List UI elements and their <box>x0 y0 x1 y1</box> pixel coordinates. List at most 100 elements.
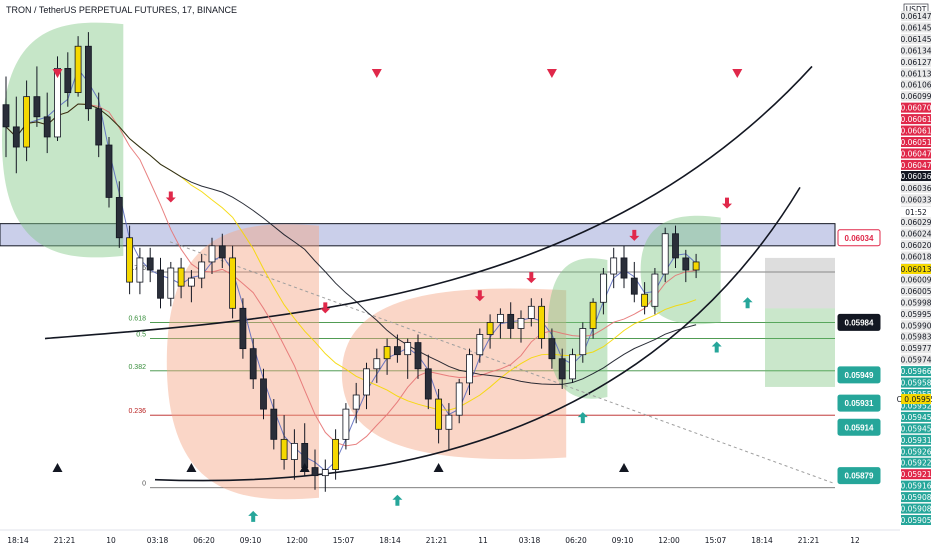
y-tick-bg <box>901 137 931 147</box>
cloud-segment <box>640 215 721 325</box>
y-tick-label: 0.06009 <box>900 275 931 284</box>
y-tick-bg <box>901 377 931 388</box>
signal-markers <box>52 69 753 522</box>
chart-title: TRON / TetherUS PERPETUAL FUTURES, 17, B… <box>6 5 238 15</box>
y-tick-bg <box>901 125 931 136</box>
bottom-triangle-marker <box>52 463 63 472</box>
candle-body <box>321 469 329 477</box>
sell-arrow <box>629 229 640 241</box>
y-tick-bg <box>901 11 931 21</box>
sell-arrow <box>320 302 331 314</box>
candle-body <box>517 317 525 329</box>
candle-body <box>672 233 679 259</box>
candle-body <box>146 257 154 271</box>
candle-body <box>600 273 607 303</box>
cloud-segment <box>166 224 319 500</box>
x-tick-label: 11 <box>478 536 488 545</box>
top-triangle-marker <box>546 69 557 78</box>
y-tick-label: 0.06047 <box>900 161 931 170</box>
y-tick-bg <box>901 274 931 285</box>
candles <box>2 32 700 492</box>
candle-body <box>157 269 164 299</box>
time-axis[interactable]: 18:14 21:21 10 03:18 06:20 09:10 12:00 15:07 18:… <box>0 529 900 545</box>
y-tick-label: 0.06029 <box>900 218 931 227</box>
y-tick-bg <box>901 343 931 354</box>
fib-label: 0 <box>142 481 146 488</box>
y-tick-label: 0.06047 <box>900 149 931 158</box>
candle-body <box>435 398 443 430</box>
buy-arrow <box>248 510 259 522</box>
candle-body <box>589 301 597 329</box>
y-tick-label: 0.05952 <box>900 401 931 410</box>
y-tick-label: 0.05995 <box>900 310 931 319</box>
y-tick-label: 0.05990 <box>900 321 931 330</box>
y-tick-label: 0.06134 <box>900 46 931 55</box>
moving-average-line <box>5 103 697 385</box>
bottom-triangle-marker <box>299 463 310 472</box>
candle-body <box>445 414 453 430</box>
fib-label: 0.382 <box>128 364 146 371</box>
y-tick-bg <box>901 45 931 56</box>
x-tick-label: 12:00 <box>286 536 308 545</box>
y-tick-label: 0.05958 <box>900 379 931 388</box>
x-tick-label: 18:14 <box>7 536 29 545</box>
y-tick-label: 0.06106 <box>900 81 931 90</box>
y-tick-bg <box>901 515 931 525</box>
candle-body <box>208 245 216 263</box>
y-tick-bg <box>901 91 931 102</box>
candle-body <box>651 273 659 307</box>
x-tick-label: 12 <box>850 536 860 545</box>
dashed-trendline <box>169 241 836 485</box>
current-price-label: 01:52 <box>905 208 927 217</box>
sell-arrow <box>722 197 732 209</box>
y-tick-bg <box>901 182 931 193</box>
candle-body <box>126 237 133 283</box>
y-tick-label: 0.05966 <box>900 367 931 376</box>
x-tick-label: 09:10 <box>240 536 262 545</box>
x-tick-label: 21:21 <box>426 536 448 545</box>
candle-body <box>414 342 422 370</box>
y-tick-label: 0.06061 <box>900 127 931 136</box>
y-tick-label: 0.05922 <box>900 459 931 468</box>
sell-arrow <box>165 191 176 203</box>
y-tick-label: 0.06018 <box>900 253 931 262</box>
x-tick-label: 06:20 <box>565 536 587 545</box>
candle-body <box>455 382 463 416</box>
y-tick-bg <box>901 411 931 422</box>
y-tick-label: 0.06005 <box>900 287 931 296</box>
y-tick-label: 0.06036 <box>900 184 931 193</box>
candle-body <box>569 354 576 380</box>
y-tick-bg <box>901 194 931 205</box>
projection-box-target <box>765 308 835 387</box>
y-tick-bg <box>901 148 931 159</box>
candle-body <box>682 257 690 271</box>
buy-arrow <box>742 297 753 309</box>
y-tick-bg <box>901 285 931 296</box>
candle-body <box>229 257 237 309</box>
candle-body <box>558 358 566 380</box>
y-tick-label: 0.05908 <box>900 505 931 514</box>
sell-arrow <box>474 290 485 302</box>
y-tick-label: 0.05921 <box>900 470 931 479</box>
lower-curve <box>154 186 801 482</box>
price-tag <box>837 394 881 412</box>
x-tick-label: 09:10 <box>612 536 634 545</box>
candle-body <box>95 108 103 146</box>
y-tick-label: 0.06020 <box>900 241 931 250</box>
cloud-segment <box>547 258 608 399</box>
candle-body <box>548 338 556 360</box>
y-tick-label: 0.06024 <box>900 230 931 239</box>
candle-body <box>610 257 618 275</box>
fib-label: 0.5 <box>136 332 146 339</box>
x-tick-label: 18:14 <box>379 536 401 545</box>
price-tag-label: 0.05914 <box>845 423 874 432</box>
candle-body <box>579 328 587 356</box>
candle-body <box>507 313 515 329</box>
candle-body <box>290 442 298 460</box>
y-tick-bg <box>901 22 931 33</box>
y-tick-label: 0.06145 <box>900 35 931 44</box>
candle-body <box>311 467 319 477</box>
